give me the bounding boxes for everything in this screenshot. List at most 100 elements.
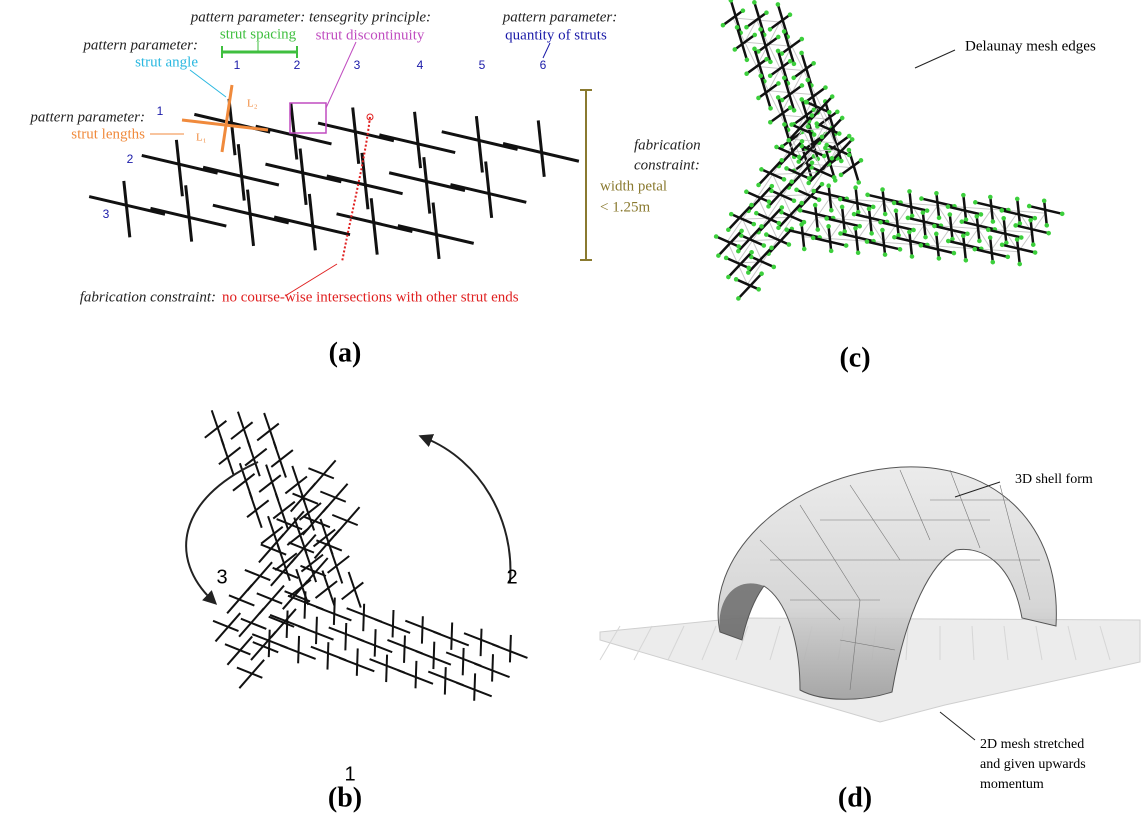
node xyxy=(829,208,834,213)
strut xyxy=(287,103,301,159)
node xyxy=(988,235,993,240)
node xyxy=(934,231,939,236)
strut xyxy=(323,642,333,669)
constraint-text: < 1.25m xyxy=(600,199,650,215)
node xyxy=(1013,223,1018,228)
strut xyxy=(341,623,351,650)
figure: pattern parameter: strut spacing tensegr… xyxy=(0,0,1146,816)
node xyxy=(869,231,874,236)
strut xyxy=(349,107,363,163)
node xyxy=(919,196,924,201)
node xyxy=(905,215,910,220)
node xyxy=(883,212,888,217)
strut xyxy=(721,11,745,26)
petal-number: 3 xyxy=(216,566,227,588)
node xyxy=(857,224,862,229)
node xyxy=(923,235,928,240)
annotation-text: strut lengths xyxy=(71,126,145,142)
node xyxy=(1001,216,1006,221)
strut xyxy=(458,648,468,675)
node xyxy=(1032,216,1037,221)
node xyxy=(840,205,845,210)
mesh-edge xyxy=(768,44,780,68)
annotation: and given upwards xyxy=(980,757,1086,772)
node xyxy=(907,189,912,194)
length-label: L₂ xyxy=(247,98,258,110)
node xyxy=(1031,242,1036,247)
mesh-edge xyxy=(843,219,870,221)
node xyxy=(871,204,876,209)
node xyxy=(751,0,757,5)
mesh-edge xyxy=(897,223,924,225)
petal-number: 2 xyxy=(506,566,517,588)
node xyxy=(961,193,966,198)
node xyxy=(910,254,915,259)
strut xyxy=(487,654,497,681)
annotation: 2D mesh stretched xyxy=(980,737,1084,752)
strut xyxy=(370,629,380,656)
petal xyxy=(691,83,874,308)
node xyxy=(894,208,899,213)
node xyxy=(844,243,849,248)
node xyxy=(865,192,870,197)
node xyxy=(826,224,831,229)
node xyxy=(946,239,951,244)
node xyxy=(815,227,820,232)
caption: (c) xyxy=(839,342,870,373)
caption: (a) xyxy=(329,337,362,368)
constraint-heading: fabrication xyxy=(634,137,701,153)
column-number: 3 xyxy=(354,58,361,72)
mesh-edge xyxy=(965,207,992,209)
petal xyxy=(712,0,873,209)
annotation-text: strut angle xyxy=(135,54,198,70)
node xyxy=(852,212,857,217)
node xyxy=(1027,204,1032,209)
node xyxy=(838,231,843,236)
strut xyxy=(311,617,321,644)
node xyxy=(947,212,952,217)
strut xyxy=(768,15,792,30)
node xyxy=(988,195,993,200)
strut xyxy=(293,636,303,663)
annotation-heading: pattern parameter: xyxy=(190,9,306,25)
mesh-edge xyxy=(830,239,857,241)
annotation-text: quantity of struts xyxy=(505,27,607,43)
node xyxy=(925,208,930,213)
column-number: 1 xyxy=(234,58,241,72)
node xyxy=(977,238,982,243)
caption: (b) xyxy=(328,782,362,813)
node xyxy=(990,219,995,224)
strut xyxy=(352,648,362,675)
node xyxy=(963,258,968,263)
node xyxy=(1005,254,1010,259)
strut xyxy=(244,190,258,246)
strut xyxy=(476,629,486,656)
caption: (d) xyxy=(838,782,872,813)
petal xyxy=(783,181,1066,270)
node xyxy=(959,219,964,224)
arrow xyxy=(425,438,510,582)
strut xyxy=(234,144,248,200)
leader xyxy=(543,43,550,58)
node xyxy=(813,203,818,208)
node xyxy=(951,251,956,256)
column-number: 4 xyxy=(417,58,424,72)
mesh-edge xyxy=(951,227,978,229)
node xyxy=(767,105,773,111)
strut xyxy=(447,622,457,649)
leader xyxy=(940,712,975,740)
panel-c: Delaunay mesh edges (c) xyxy=(839,38,1095,373)
node xyxy=(744,57,750,63)
strut xyxy=(429,203,443,259)
strut xyxy=(367,198,381,254)
strut xyxy=(505,635,515,662)
constraint-text: no course-wise intersections with other … xyxy=(222,289,519,305)
strut xyxy=(120,181,134,237)
column-number: 5 xyxy=(479,58,486,72)
strut xyxy=(473,116,487,172)
constraint-heading: fabrication constraint: xyxy=(80,289,216,305)
strut xyxy=(296,149,310,205)
strut xyxy=(411,112,425,168)
petal xyxy=(195,385,373,634)
annotation: Delaunay mesh edges xyxy=(965,38,1096,54)
